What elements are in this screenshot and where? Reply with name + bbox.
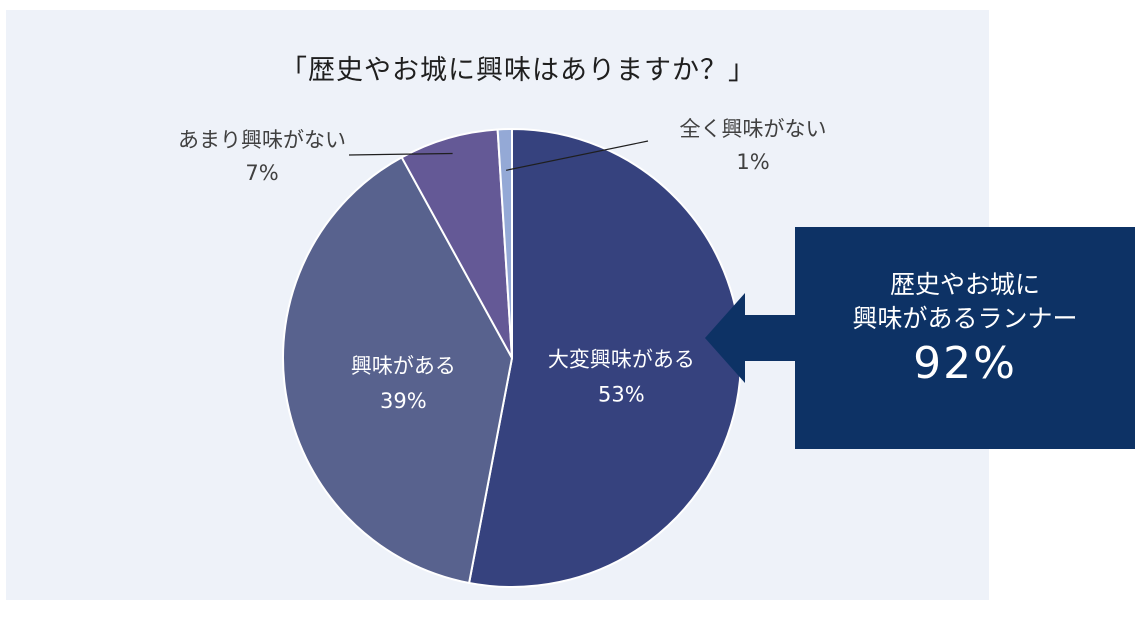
pie-slice-0 [467,127,743,588]
slice-value-3: 1% [736,150,769,174]
slice-value-1: 39% [380,389,427,413]
slice-label-1: 興味がある [351,354,456,378]
callout-box [795,227,1135,449]
chart-title: 「歴史やお城に興味はありますか？」 [280,55,756,86]
slice-value-0: 53% [598,382,645,406]
pie-slice-1 [282,155,514,585]
leader-line-3 [505,140,649,171]
slice-label-2: あまり興味がない [178,128,346,152]
slice-label-0: 大変興味がある [548,347,695,371]
slice-value-2: 7% [245,161,278,185]
pie-slice-3 [496,127,513,359]
callout-arrow-icon [705,293,797,383]
callout-line-1: 歴史やお城に [889,270,1040,299]
callout-value: 92% [913,338,1017,389]
callout-text: 歴史やお城に 興味があるランナー 92% [795,268,1135,392]
leader-line-2 [348,152,453,156]
callout-line-2: 興味があるランナー [852,304,1078,333]
slice-label-3: 全く興味がない [680,117,827,141]
